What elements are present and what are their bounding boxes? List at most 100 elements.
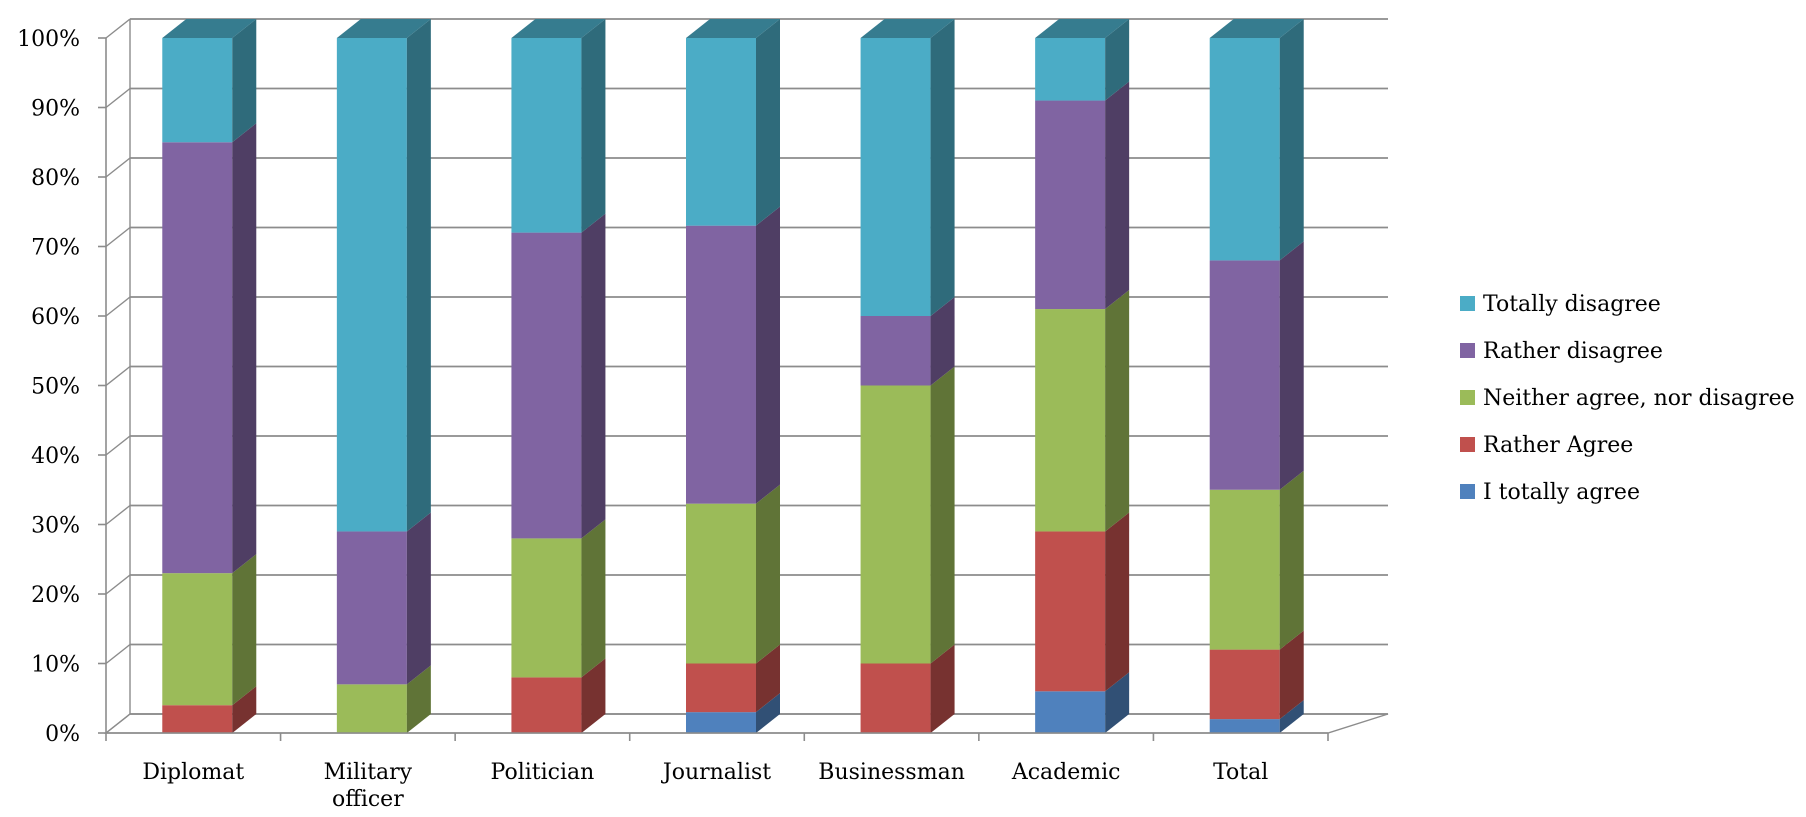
legend-swatch	[1460, 390, 1475, 405]
bar-segment	[686, 484, 780, 664]
bar-side	[756, 484, 780, 664]
bar-segment	[511, 213, 606, 539]
bar-segment	[686, 206, 780, 504]
bar-side	[1279, 241, 1304, 490]
bar-front	[860, 38, 931, 316]
category-label: Diplomat	[142, 760, 244, 785]
legend: Totally disagree Rather disagree Neither a…	[1460, 292, 1795, 505]
bar-top	[511, 19, 606, 38]
bar-side	[756, 19, 780, 226]
bar-front	[1035, 309, 1106, 532]
y-tick-label: 80%	[31, 166, 80, 191]
legend-swatch	[1460, 484, 1475, 499]
y-tick-label: 30%	[31, 514, 80, 539]
bar-side	[930, 366, 955, 664]
bar-segment	[1035, 81, 1130, 310]
category-label-line: Academic	[1011, 760, 1121, 785]
legend-label: I totally agree	[1483, 480, 1640, 505]
bar-segment	[860, 19, 955, 316]
category-label: Journalist	[661, 760, 771, 785]
bar-top	[1035, 19, 1130, 38]
legend-entry: Rather disagree	[1460, 339, 1663, 364]
bar-front	[336, 531, 407, 685]
bar-side	[406, 512, 431, 685]
gridline-side	[105, 435, 131, 456]
bar-front	[1035, 38, 1106, 101]
bar-segment	[336, 665, 431, 733]
bar-front	[162, 705, 233, 733]
bar-top	[162, 19, 257, 38]
category-label-line: Diplomat	[142, 760, 244, 785]
legend-entry: Neither agree, nor disagree	[1460, 386, 1795, 411]
bar-segment	[162, 686, 257, 733]
bar-segment	[1209, 700, 1304, 733]
bar-segment	[1209, 19, 1304, 261]
bar-front	[511, 538, 582, 678]
gridline-side	[105, 504, 131, 526]
bar-side	[756, 644, 780, 713]
bar-side	[581, 19, 606, 233]
legend-swatch	[1460, 296, 1475, 311]
bar-top	[860, 19, 955, 38]
bar-front	[686, 38, 756, 226]
legend-label: Rather Agree	[1483, 433, 1633, 458]
bar-front	[162, 38, 233, 143]
y-tick-label: 50%	[31, 375, 80, 400]
bar-side	[232, 686, 257, 733]
bars-group	[162, 19, 1304, 733]
bar-front	[1035, 691, 1106, 733]
bar-front	[860, 385, 931, 664]
y-tick-label: 70%	[31, 236, 80, 261]
bar-top	[1209, 19, 1304, 38]
gridline-side	[105, 226, 131, 248]
gridline-side	[105, 296, 131, 317]
category-label: Businessman	[818, 760, 965, 785]
gridline-side	[105, 18, 131, 39]
bar-segment	[860, 297, 955, 386]
bar-segment	[1035, 19, 1130, 101]
bar-segment	[860, 366, 955, 664]
y-tick-label: 90%	[31, 97, 80, 122]
bar-side	[581, 213, 606, 539]
bar-front	[1209, 719, 1280, 733]
bar-side	[1279, 630, 1304, 720]
bar-segment	[511, 658, 606, 733]
bar-segment	[336, 19, 431, 532]
bar-front	[162, 573, 233, 706]
bar-side	[1279, 470, 1304, 650]
bar-side	[930, 297, 955, 386]
bar-front	[860, 663, 931, 733]
bar-side	[756, 206, 780, 504]
bar-side	[232, 19, 257, 143]
bar-segment	[162, 19, 257, 143]
bar-front	[336, 684, 407, 733]
bar-front	[686, 503, 756, 664]
bar-side	[1279, 19, 1304, 261]
legend-entry: Totally disagree	[1460, 292, 1661, 317]
bar-front	[1209, 260, 1280, 490]
bar-side	[581, 658, 606, 733]
bar-top	[686, 19, 780, 38]
category-label-line: Politician	[491, 760, 595, 785]
bar-segment	[686, 693, 780, 733]
bar-segment	[511, 519, 606, 678]
bar-front	[1209, 649, 1280, 720]
gridline-side	[105, 157, 131, 178]
bar-side	[1105, 672, 1130, 733]
y-tick-label: 60%	[31, 305, 80, 330]
bar-segment	[162, 554, 257, 706]
bar-side	[1105, 81, 1130, 310]
y-tick-label: 40%	[31, 444, 80, 469]
bar-side	[1279, 700, 1304, 733]
bar-front	[162, 142, 233, 574]
y-tick-label: 100%	[17, 27, 80, 52]
category-label-line: Military	[324, 760, 413, 785]
category-label-line: Businessman	[818, 760, 965, 785]
axes-group: Diplomat Military officer Politician Journal…	[17, 27, 1329, 812]
gridline-side	[105, 365, 131, 387]
y-tick-label: 10%	[31, 653, 80, 678]
bar-front	[511, 38, 582, 233]
bar-front	[860, 316, 931, 386]
bar-segment	[1209, 630, 1304, 720]
